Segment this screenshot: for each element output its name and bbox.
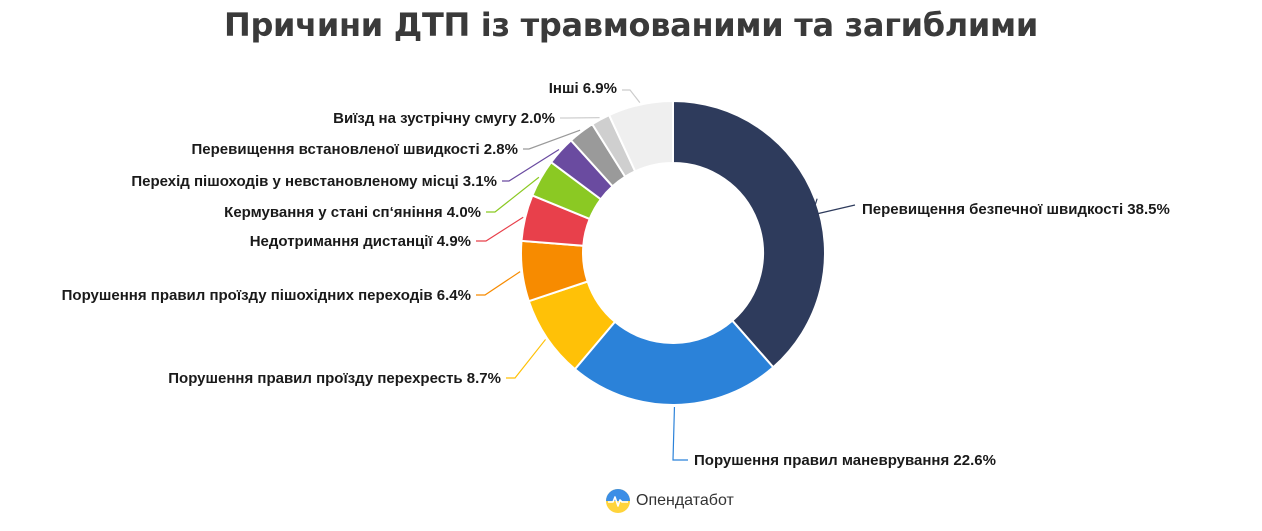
brand: Опендатабот — [605, 488, 734, 514]
donut-slice — [607, 99, 674, 173]
leader-line — [672, 406, 688, 461]
slice-label: Перевищення безпечної швидкості 38.5% — [862, 201, 1170, 218]
slice-label: Порушення правил маневрування 22.6% — [694, 452, 996, 469]
chart-title: Причини ДТП із травмованими та загиблими — [223, 6, 1039, 44]
opendatabot-logo-icon — [606, 489, 630, 513]
leader-line — [811, 198, 856, 216]
donut-slice — [672, 99, 826, 369]
slice-label: Кермування у стані сп‘яніння 4.0% — [224, 204, 481, 221]
leader-line — [486, 176, 540, 213]
leader-line — [476, 271, 521, 296]
labels-group: Перевищення безпечної швидкості 38.5% Пор… — [62, 80, 1170, 469]
slices-group — [520, 99, 826, 406]
slice-label: Інші 6.9% — [549, 80, 617, 97]
slice-label: Недотримання дистанції 4.9% — [250, 233, 471, 250]
slice-label: Перевищення встановленої швидкості 2.8% — [192, 141, 518, 158]
slice-label: Виїзд на зустрічну смугу 2.0% — [333, 110, 555, 127]
leader-line — [502, 148, 560, 182]
slice-label: Порушення правил проїзду перехресть 8.7% — [168, 370, 501, 387]
leader-lines-group — [476, 89, 856, 461]
leader-line — [622, 89, 641, 103]
slice-label: Порушення правил проїзду пішохідних пере… — [62, 287, 471, 304]
donut-slice — [573, 319, 775, 406]
leader-line — [523, 129, 581, 150]
leader-line — [506, 339, 547, 379]
slice-label: Перехід пішоходів у невстановленому місц… — [131, 173, 497, 190]
brand-name: Опендатабот — [636, 492, 734, 509]
leader-line — [476, 216, 524, 242]
